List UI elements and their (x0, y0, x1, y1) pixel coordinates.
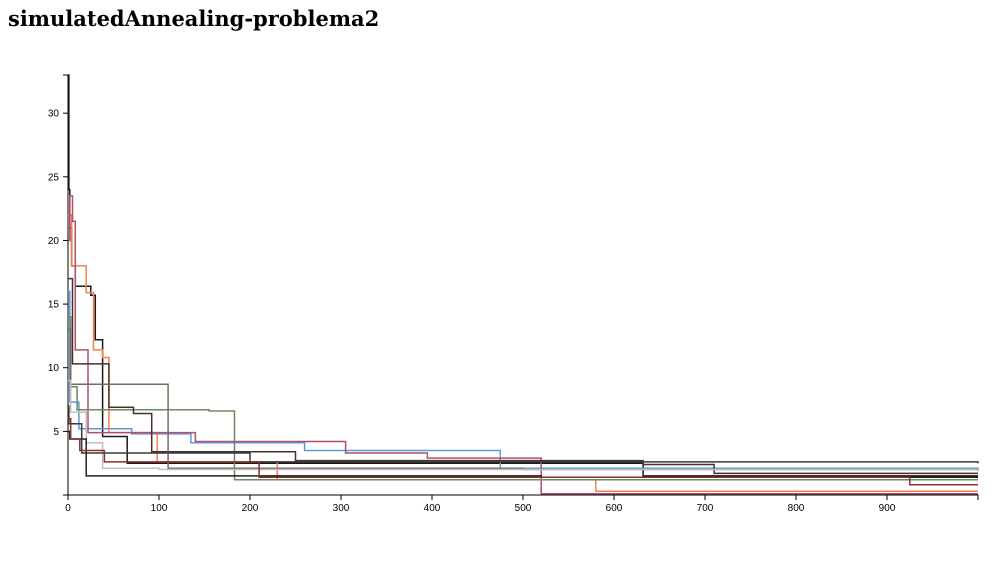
y-tick-label: 15 (48, 300, 60, 311)
x-tick-label: 600 (606, 503, 623, 514)
y-tick-label: 30 (48, 109, 60, 120)
series-line-6 (68, 277, 978, 475)
series-line-10 (68, 430, 978, 478)
series-line-5 (68, 316, 978, 481)
series-line-2 (68, 290, 979, 471)
series-line-4 (68, 195, 978, 495)
x-tick-label: 0 (65, 503, 71, 514)
series-line-8 (68, 379, 978, 471)
y-tick-label: 25 (48, 172, 60, 183)
series-group (68, 74, 979, 495)
chart-axes: 0 100 200 300 400 500 600 700 800 900 5 10 15 20 25 30 (48, 74, 979, 514)
x-tick-label: 800 (788, 503, 805, 514)
x-tick-label: 200 (242, 503, 259, 514)
y-tick-label: 20 (48, 236, 60, 247)
series-line-7 (68, 328, 978, 471)
series-line-1 (68, 74, 978, 477)
x-tick-label: 400 (424, 503, 441, 514)
x-tick-label: 700 (697, 503, 714, 514)
x-tick-label: 300 (333, 503, 350, 514)
y-tick-label: 5 (53, 427, 59, 438)
series-line-11 (68, 417, 978, 486)
x-tick-label: 500 (515, 503, 532, 514)
x-tick-label: 100 (151, 503, 168, 514)
y-tick-label: 10 (48, 363, 60, 374)
x-tick-label: 900 (879, 503, 896, 514)
page-title: simulatedAnnealing-problema2 (8, 6, 380, 31)
series-line-9 (68, 405, 979, 464)
series-line-3 (68, 214, 978, 492)
